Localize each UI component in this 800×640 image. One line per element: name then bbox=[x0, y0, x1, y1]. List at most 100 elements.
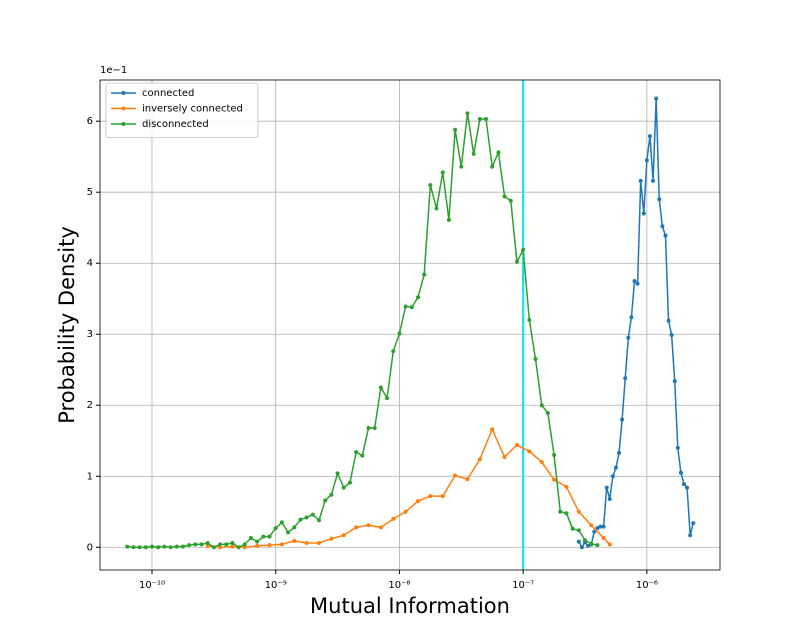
x-tick-label: 10⁻⁶ bbox=[636, 580, 658, 591]
data-point bbox=[230, 544, 235, 549]
data-point bbox=[663, 233, 668, 238]
data-point bbox=[434, 206, 439, 211]
y-tick-label: 0 bbox=[87, 542, 93, 553]
data-point bbox=[335, 471, 340, 476]
data-point bbox=[286, 530, 291, 535]
data-point bbox=[354, 450, 359, 455]
data-point bbox=[416, 295, 421, 300]
data-point bbox=[647, 134, 652, 139]
data-point bbox=[576, 528, 581, 533]
data-point bbox=[211, 545, 216, 550]
data-point bbox=[453, 127, 458, 132]
data-point bbox=[570, 526, 575, 531]
series-line bbox=[207, 427, 611, 549]
data-point bbox=[595, 526, 600, 531]
data-point bbox=[564, 511, 569, 516]
data-point bbox=[459, 164, 464, 169]
data-point bbox=[675, 445, 680, 450]
legend-marker bbox=[121, 91, 126, 95]
legend-box bbox=[105, 82, 259, 138]
data-point bbox=[298, 517, 303, 522]
plot-frame bbox=[99, 79, 721, 571]
data-point bbox=[446, 217, 451, 222]
data-point bbox=[310, 512, 315, 517]
y-tick-label: 2 bbox=[87, 400, 93, 411]
data-point bbox=[477, 117, 482, 122]
data-point bbox=[131, 545, 136, 550]
data-point bbox=[372, 425, 377, 430]
data-point bbox=[391, 516, 396, 521]
data-point bbox=[403, 304, 408, 309]
data-point bbox=[589, 541, 594, 546]
y-tick-label: 5 bbox=[87, 187, 93, 198]
data-point bbox=[378, 385, 383, 390]
data-point bbox=[623, 376, 628, 381]
data-point bbox=[521, 247, 526, 252]
data-point bbox=[329, 536, 334, 541]
data-point bbox=[514, 443, 519, 448]
data-point bbox=[242, 542, 247, 547]
data-point bbox=[496, 150, 501, 155]
data-point bbox=[403, 509, 408, 514]
data-point bbox=[586, 543, 591, 548]
legend-label: inversely connected bbox=[142, 104, 243, 115]
y-axis-label: Probability Density bbox=[55, 226, 79, 424]
data-point bbox=[635, 281, 640, 286]
data-point bbox=[218, 545, 223, 550]
legend-label: connected bbox=[142, 88, 194, 99]
data-point bbox=[657, 197, 662, 202]
data-point bbox=[641, 211, 646, 216]
data-point bbox=[416, 499, 421, 504]
data-point bbox=[539, 460, 544, 465]
legend-marker bbox=[121, 106, 126, 111]
data-point bbox=[366, 425, 371, 430]
data-point bbox=[180, 544, 185, 549]
data-point bbox=[613, 465, 618, 470]
data-point bbox=[477, 457, 482, 462]
data-point bbox=[660, 224, 665, 229]
data-point bbox=[654, 96, 659, 101]
data-point bbox=[502, 194, 507, 199]
data-point bbox=[607, 496, 612, 501]
data-point bbox=[638, 178, 643, 183]
data-point bbox=[354, 525, 359, 530]
data-point bbox=[255, 543, 260, 548]
data-point bbox=[230, 541, 235, 546]
data-point bbox=[576, 509, 581, 514]
y-tick-label: 1 bbox=[87, 471, 93, 482]
data-point bbox=[279, 542, 284, 547]
data-point bbox=[428, 494, 433, 499]
data-point bbox=[317, 518, 322, 523]
data-point bbox=[545, 411, 550, 416]
data-point bbox=[601, 536, 606, 541]
data-point bbox=[360, 453, 365, 458]
data-point bbox=[598, 524, 603, 529]
data-point bbox=[465, 477, 470, 482]
data-point bbox=[205, 541, 210, 546]
data-point bbox=[490, 427, 495, 432]
x-tick-label: 10⁻⁷ bbox=[512, 580, 534, 591]
data-point bbox=[329, 492, 334, 497]
data-point bbox=[601, 524, 606, 529]
x-tick-label: 10⁻¹⁰ bbox=[139, 580, 165, 591]
data-point bbox=[564, 484, 569, 489]
data-point bbox=[610, 474, 615, 479]
data-point bbox=[385, 396, 390, 401]
y-tick-label: 3 bbox=[87, 329, 93, 340]
data-point bbox=[539, 403, 544, 408]
data-point bbox=[453, 473, 458, 478]
data-point bbox=[174, 544, 179, 549]
data-point bbox=[681, 482, 686, 487]
y-tick-label: 4 bbox=[87, 258, 93, 269]
data-point bbox=[267, 543, 272, 548]
data-point bbox=[552, 477, 557, 482]
data-point bbox=[471, 151, 476, 156]
data-point bbox=[604, 485, 609, 490]
data-point bbox=[644, 158, 649, 163]
data-point bbox=[187, 543, 192, 548]
data-point bbox=[422, 272, 427, 277]
data-point bbox=[341, 533, 346, 538]
data-point bbox=[267, 534, 272, 539]
data-point bbox=[592, 529, 597, 534]
